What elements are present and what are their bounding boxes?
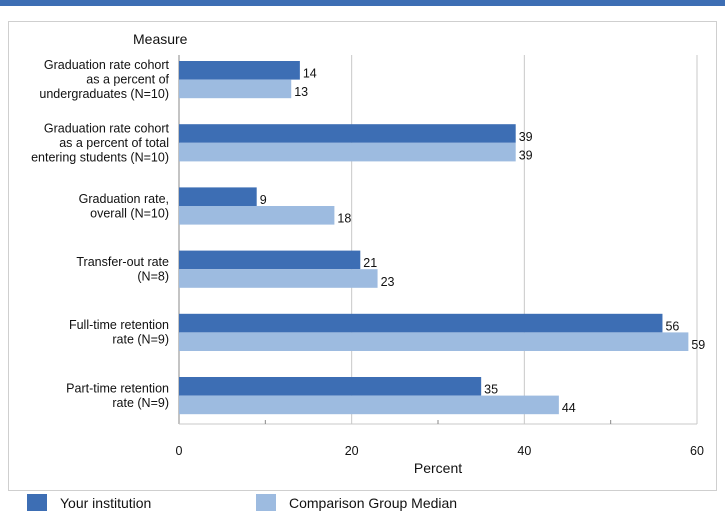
x-axis-title: Percent [414,460,462,476]
category-label: as a percent of total [59,136,169,150]
legend-label: Comparison Group Median [289,495,457,511]
category-label: Full-time retention [69,318,169,332]
category-label: Graduation rate cohort [44,58,170,72]
legend-swatch-your-institution [27,494,47,511]
bar-value-label: 35 [484,383,498,397]
bar-comparison-median [179,142,516,162]
category-label: rate (N=9) [112,396,169,410]
bar-your-institution [179,187,257,206]
x-tick-label: 20 [345,444,359,458]
category-label: undergraduates (N=10) [39,87,169,101]
bar-value-label: 44 [562,401,576,415]
category-label: Transfer-out rate [76,255,169,269]
category-label: as a percent of [86,73,169,87]
bar-your-institution [179,377,482,396]
bar-value-label: 59 [691,338,705,352]
bar-value-label: 14 [303,67,317,81]
bar-your-institution [179,313,663,333]
bar-value-label: 21 [363,256,377,270]
bar-comparison-median [179,395,559,415]
x-tick-label: 0 [176,444,183,458]
x-tick-label: 40 [517,444,531,458]
bar-comparison-median [179,79,292,99]
category-label: (N=8) [137,269,169,283]
category-label: overall (N=10) [90,206,169,220]
bar-your-institution [179,61,300,80]
bar-comparison-median [179,206,335,225]
x-tick-label: 60 [690,444,704,458]
measure-axis-title: Measure [133,31,188,47]
bar-value-label: 9 [260,193,267,207]
category-label: entering students (N=10) [31,150,169,164]
bar-value-label: 39 [519,148,533,162]
category-label: Graduation rate cohort [44,121,170,135]
legend-label: Your institution [60,495,151,511]
bar-your-institution [179,250,361,270]
bar-value-label: 13 [294,85,308,99]
bar-value-label: 56 [665,319,679,333]
legend-swatch-comparison-median [256,494,276,511]
bar-comparison-median [179,269,378,288]
category-label: Part-time retention [66,381,169,395]
bar-your-institution [179,124,516,143]
bar-comparison-median [179,332,689,351]
bar-value-label: 39 [519,130,533,144]
category-label: Graduation rate, [79,192,169,206]
top-accent-bar [0,0,725,6]
category-label: rate (N=9) [112,333,169,347]
bar-value-label: 23 [381,275,395,289]
bar-value-label: 18 [337,212,351,226]
